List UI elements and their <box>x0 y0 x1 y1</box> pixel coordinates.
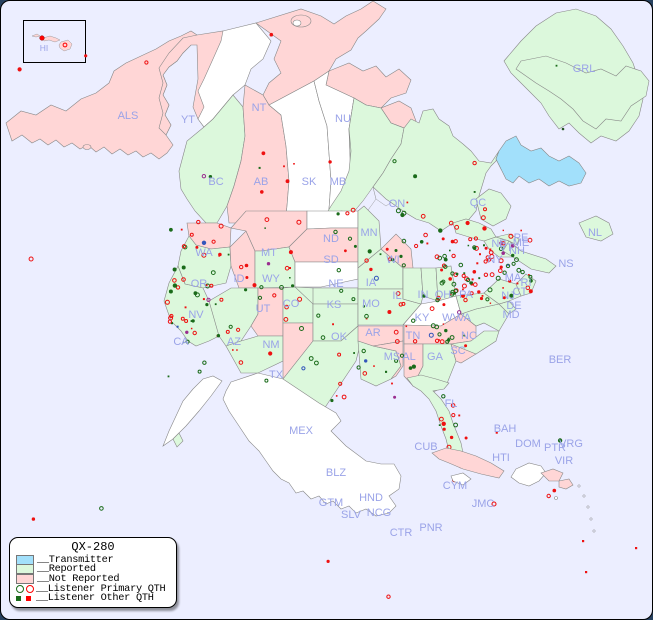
svg-text:NU: NU <box>335 113 351 125</box>
svg-text:TX: TX <box>269 369 284 381</box>
svg-text:AR: AR <box>365 327 380 339</box>
svg-text:NC: NC <box>461 330 477 342</box>
svg-text:NE: NE <box>328 278 343 290</box>
svg-text:CUB: CUB <box>414 441 437 453</box>
svg-text:WI: WI <box>386 254 399 266</box>
svg-text:GA: GA <box>427 351 444 363</box>
svg-text:WY: WY <box>262 273 280 285</box>
svg-text:NV: NV <box>188 309 204 321</box>
svg-text:VIR: VIR <box>555 455 573 467</box>
svg-text:NCG: NCG <box>367 507 391 519</box>
svg-text:CO: CO <box>283 298 300 310</box>
svg-text:MD: MD <box>502 309 519 321</box>
svg-text:BAH: BAH <box>494 423 517 435</box>
svg-text:GTM: GTM <box>319 497 343 509</box>
svg-text:MA: MA <box>505 272 522 284</box>
svg-text:ME: ME <box>513 237 530 249</box>
svg-text:NS: NS <box>558 258 573 270</box>
svg-text:IA: IA <box>366 277 377 289</box>
svg-text:OK: OK <box>331 331 348 343</box>
svg-text:ID: ID <box>234 273 245 285</box>
svg-text:FL: FL <box>445 398 458 410</box>
svg-text:VA: VA <box>457 312 472 324</box>
svg-text:MN: MN <box>360 227 377 239</box>
svg-text:ALS: ALS <box>118 110 139 122</box>
svg-text:PNR: PNR <box>419 522 442 534</box>
svg-text:OR: OR <box>191 278 208 290</box>
svg-text:MO: MO <box>362 298 380 310</box>
svg-text:IL: IL <box>392 290 401 302</box>
svg-text:ND: ND <box>323 233 339 245</box>
svg-text:AL: AL <box>402 351 415 363</box>
svg-text:RI: RI <box>521 277 532 289</box>
svg-text:KS: KS <box>327 299 342 311</box>
svg-text:NM: NM <box>262 339 279 351</box>
svg-text:UT: UT <box>256 303 271 315</box>
svg-text:AB: AB <box>254 176 269 188</box>
svg-text:MS: MS <box>384 351 401 363</box>
svg-text:JMC: JMC <box>472 498 495 510</box>
svg-text:MB: MB <box>330 176 347 188</box>
svg-text:WA: WA <box>195 247 213 259</box>
svg-text:DOM: DOM <box>515 438 541 450</box>
svg-text:NY: NY <box>487 254 503 266</box>
svg-text:CA: CA <box>173 336 189 348</box>
svg-text:GRL: GRL <box>573 63 596 75</box>
svg-text:SD: SD <box>323 254 338 266</box>
svg-text:HND: HND <box>359 492 383 504</box>
svg-text:TN: TN <box>406 330 421 342</box>
svg-text:IN: IN <box>418 289 429 301</box>
svg-text:BLZ: BLZ <box>326 467 346 479</box>
svg-text:AZ: AZ <box>227 336 241 348</box>
svg-text:VRG: VRG <box>559 438 583 450</box>
svg-text:SC: SC <box>450 345 465 357</box>
svg-text:MEX: MEX <box>289 425 314 437</box>
svg-text:KY: KY <box>415 312 430 324</box>
svg-text:HTI: HTI <box>492 452 510 464</box>
svg-text:OH: OH <box>435 289 452 301</box>
svg-text:ON: ON <box>389 198 406 210</box>
svg-text:BER: BER <box>549 354 572 366</box>
svg-text:NL: NL <box>588 227 602 239</box>
svg-text:YT: YT <box>181 114 195 126</box>
svg-text:CYM: CYM <box>443 480 467 492</box>
svg-text:SK: SK <box>302 176 317 188</box>
svg-text:BC: BC <box>208 176 223 188</box>
svg-text:MT: MT <box>261 247 277 259</box>
svg-text:QC: QC <box>470 197 487 209</box>
svg-text:PA: PA <box>459 289 474 301</box>
svg-text:CTR: CTR <box>390 527 413 539</box>
svg-text:SLV: SLV <box>341 509 362 521</box>
svg-text:NT: NT <box>252 102 267 114</box>
